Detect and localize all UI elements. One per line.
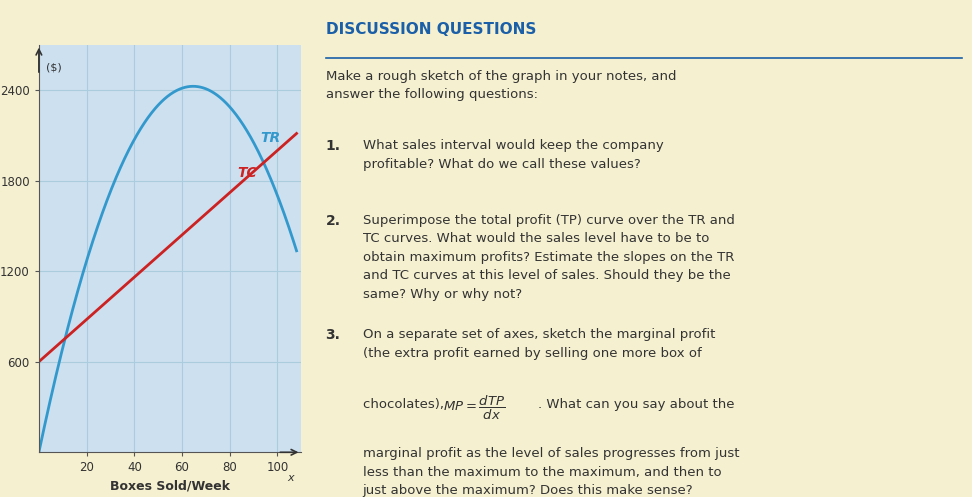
Text: Make a rough sketch of the graph in your notes, and
answer the following questio: Make a rough sketch of the graph in your…	[326, 70, 677, 101]
Text: What sales interval would keep the company
profitable? What do we call these val: What sales interval would keep the compa…	[363, 139, 663, 170]
Text: 2.: 2.	[326, 214, 340, 228]
Text: TC: TC	[237, 166, 257, 180]
Text: $MP = \dfrac{dTP}{dx}$: $MP = \dfrac{dTP}{dx}$	[443, 394, 505, 422]
X-axis label: Boxes Sold/Week: Boxes Sold/Week	[110, 480, 230, 493]
Text: TR: TR	[260, 131, 281, 145]
Text: On a separate set of axes, sketch the marginal profit
(the extra profit earned b: On a separate set of axes, sketch the ma…	[363, 328, 715, 359]
Text: chocolates),: chocolates),	[363, 398, 448, 411]
Text: 1.: 1.	[326, 139, 340, 153]
Text: ($): ($)	[46, 63, 62, 73]
Text: DISCUSSION QUESTIONS: DISCUSSION QUESTIONS	[326, 22, 536, 37]
Text: marginal profit as the level of sales progresses from just
less than the maximum: marginal profit as the level of sales pr…	[363, 447, 739, 497]
Text: x: x	[287, 473, 294, 483]
Text: 3.: 3.	[326, 328, 340, 342]
Text: Superimpose the total profit (TP) curve over the TR and
TC curves. What would th: Superimpose the total profit (TP) curve …	[363, 214, 735, 301]
Text: . What can you say about the: . What can you say about the	[538, 398, 735, 411]
